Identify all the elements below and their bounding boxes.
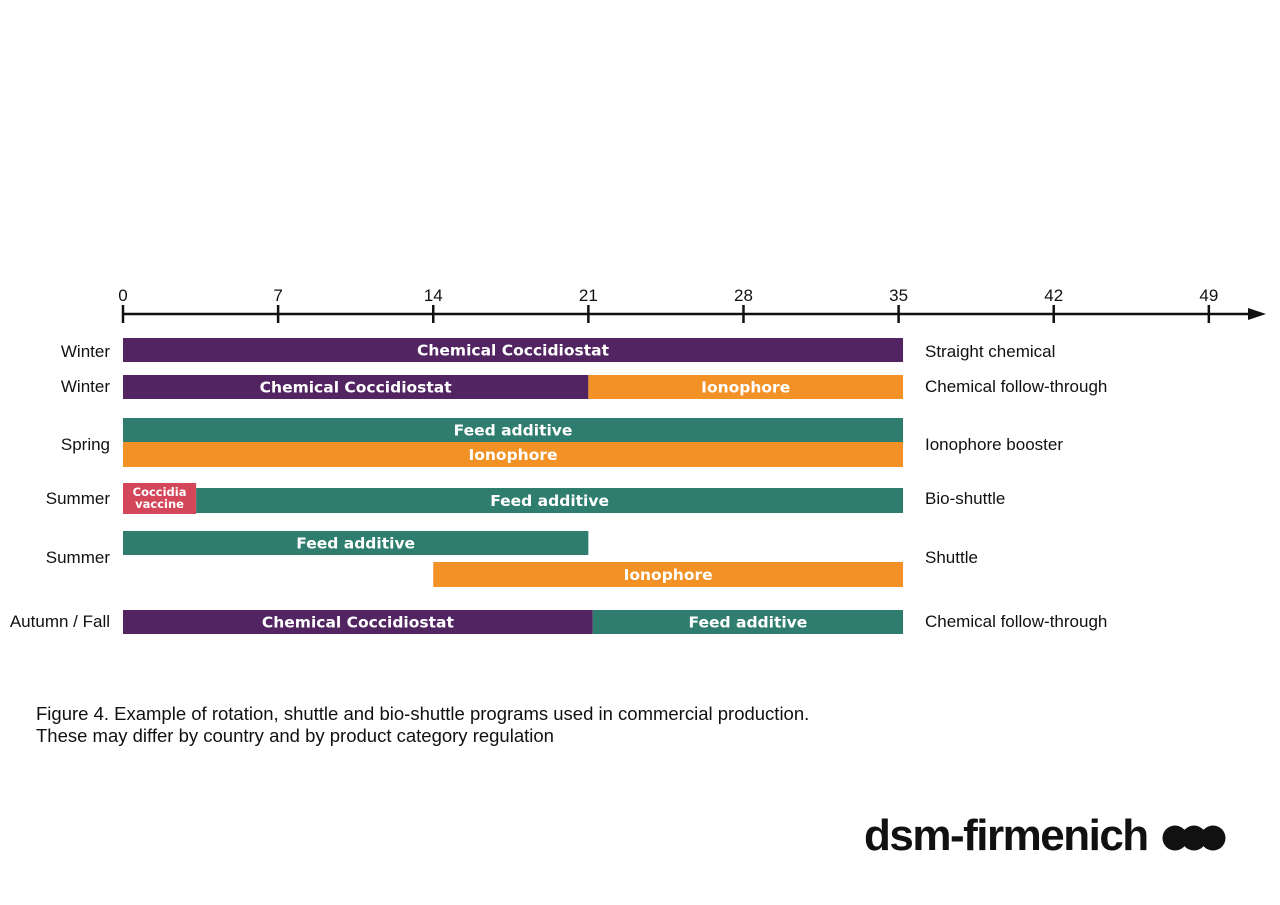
- x-tick-label: 49: [1199, 286, 1218, 305]
- rotation-program-chart: 0 7 14 21 28 35 42 49 Chemical CoccidiostatChem…: [10, 286, 1266, 634]
- season-label: Spring: [61, 435, 110, 454]
- season-label: Winter: [61, 377, 110, 396]
- season-label: Summer: [46, 548, 111, 567]
- bar-segment: [123, 531, 589, 555]
- x-tick-label: 21: [579, 286, 598, 305]
- bar-segment: [123, 442, 904, 467]
- x-axis: 0 7 14 21 28 35 42 49: [118, 286, 1266, 323]
- x-tick-label: 35: [889, 286, 908, 305]
- bar-segment: [123, 610, 593, 634]
- program-label: Ionophore booster: [925, 435, 1063, 454]
- x-tick-label: 0: [118, 286, 127, 305]
- caption-line-2: These may differ by country and by produ…: [36, 725, 554, 746]
- bar-segment: [196, 488, 904, 513]
- bar-label: Ionophore: [468, 446, 557, 464]
- season-label: Summer: [46, 489, 111, 508]
- x-tick-label: 42: [1044, 286, 1063, 305]
- row-labels: Winter Straight chemical Winter Chemical fo…: [10, 342, 1108, 631]
- bar-segment: [123, 418, 904, 442]
- bar-segment: [123, 483, 197, 514]
- bar-segment: [123, 338, 904, 362]
- bar-label: Chemical Coccidiostat: [262, 614, 455, 632]
- program-label: Chemical follow-through: [925, 377, 1107, 396]
- bar-label: Feed additive: [454, 422, 573, 440]
- season-label: Autumn / Fall: [10, 612, 110, 631]
- x-tick-label: 7: [273, 286, 282, 305]
- season-label: Winter: [61, 342, 110, 361]
- x-tick-label: 14: [424, 286, 443, 305]
- x-axis-arrow-icon: [1248, 308, 1266, 320]
- program-label: Shuttle: [925, 548, 978, 567]
- program-label: Straight chemical: [925, 342, 1055, 361]
- program-bars: Chemical Coccidiostat Chemical Coccidiost…: [123, 338, 904, 634]
- program-label: Bio-shuttle: [925, 489, 1005, 508]
- bar-label: Chemical Coccidiostat: [260, 379, 453, 397]
- bar-label: Coccidia vaccine: [133, 485, 187, 511]
- bar-label: Ionophore: [624, 566, 713, 584]
- x-tick-label: 28: [734, 286, 753, 305]
- bar-segment: [592, 610, 904, 634]
- bar-label: Feed additive: [689, 614, 808, 632]
- caption-line-1: Figure 4. Example of rotation, shuttle a…: [36, 703, 810, 724]
- bar-label: Chemical Coccidiostat: [417, 342, 610, 360]
- bar-label: Ionophore: [701, 379, 790, 397]
- three-dots-logo-icon: [1162, 825, 1226, 851]
- program-label: Chemical follow-through: [925, 612, 1107, 631]
- bar-segment: [433, 562, 904, 587]
- figure-caption: Figure 4. Example of rotation, shuttle a…: [36, 703, 1036, 747]
- brand-logo: dsm-firmenich: [864, 808, 1234, 868]
- bar-segment: [588, 375, 904, 399]
- bar-label: Feed additive: [490, 492, 609, 510]
- bar-label: Feed additive: [296, 535, 415, 553]
- logo-wordmark: dsm-firmenich: [864, 811, 1149, 860]
- bar-segment: [123, 375, 589, 399]
